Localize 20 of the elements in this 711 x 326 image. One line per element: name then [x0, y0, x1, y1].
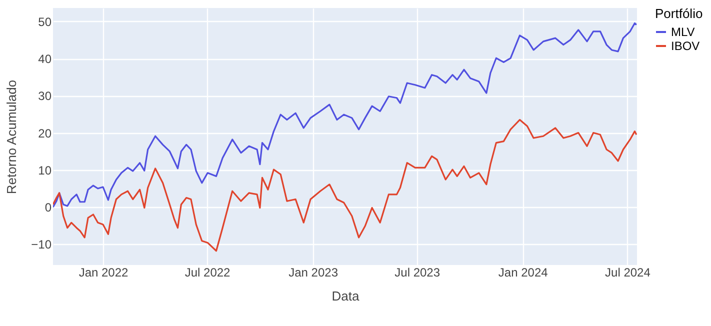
y-tick-label: −10 — [31, 238, 52, 252]
y-tick-label: 50 — [38, 14, 52, 29]
legend-title: Portfólio — [655, 6, 703, 21]
x-tick-label: Jul 2023 — [394, 266, 440, 280]
y-tick-label: 20 — [38, 126, 52, 140]
y-tick-label: 40 — [38, 52, 52, 66]
x-tick-label: Jul 2022 — [184, 266, 231, 280]
x-tick-label: Jan 2024 — [498, 266, 548, 280]
legend-label: IBOV — [671, 39, 700, 53]
line-series — [53, 22, 637, 208]
legend-label: MLV — [671, 25, 695, 39]
y-tick-label: 10 — [38, 163, 52, 178]
x-tick-label: Jul 2024 — [605, 266, 651, 280]
y-tick-label: 0 — [44, 200, 52, 215]
y-axis-title: Retorno Acumulado — [4, 80, 20, 194]
x-tick-label: Jan 2022 — [78, 266, 129, 280]
x-axis-title: Data — [332, 288, 360, 304]
x-tick-label: Jan 2023 — [288, 266, 338, 280]
line-series — [53, 118, 637, 252]
y-tick-label: 30 — [38, 89, 52, 104]
